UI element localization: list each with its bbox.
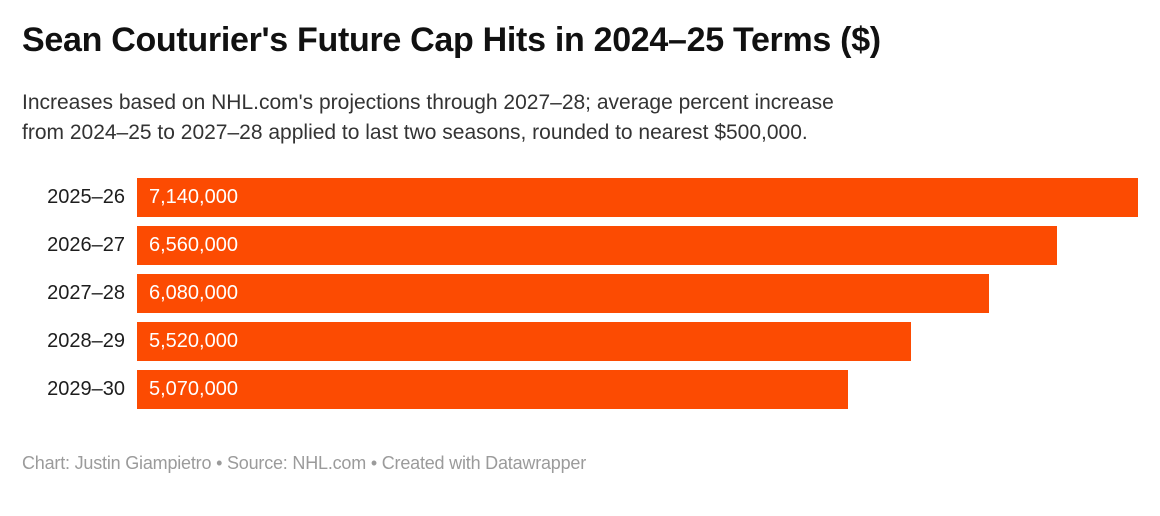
bar-value-label: 7,140,000 bbox=[149, 186, 238, 208]
chart-row: 2025–26 7,140,000 bbox=[22, 178, 1138, 217]
bar-value-label: 5,520,000 bbox=[149, 330, 238, 352]
bar-track: 6,560,000 bbox=[137, 226, 1138, 265]
bar-track: 5,070,000 bbox=[137, 370, 1138, 409]
chart-attribution: Chart: Justin Giampietro • Source: NHL.c… bbox=[22, 453, 587, 473]
bar: 5,070,000 bbox=[137, 370, 848, 409]
chart-row: 2029–30 5,070,000 bbox=[22, 370, 1138, 409]
subtitle-line-1: Increases based on NHL.com's projections… bbox=[22, 91, 834, 114]
category-label: 2025–26 bbox=[47, 186, 125, 208]
bar-track: 6,080,000 bbox=[137, 274, 1138, 313]
bar: 5,520,000 bbox=[137, 322, 911, 361]
bar-track: 5,520,000 bbox=[137, 322, 1138, 361]
category-label: 2028–29 bbox=[47, 330, 125, 352]
chart-row: 2028–29 5,520,000 bbox=[22, 322, 1138, 361]
category-label: 2029–30 bbox=[47, 378, 125, 400]
chart-title: Sean Couturier's Future Cap Hits in 2024… bbox=[22, 21, 881, 59]
category-label: 2027–28 bbox=[47, 282, 125, 304]
chart-subtitle: Increases based on NHL.com's projections… bbox=[22, 88, 1138, 148]
subtitle-line-2: from 2024–25 to 2027–28 applied to last … bbox=[22, 121, 808, 144]
category-label: 2026–27 bbox=[47, 234, 125, 256]
bar-value-label: 6,080,000 bbox=[149, 282, 238, 304]
bar: 6,560,000 bbox=[137, 226, 1057, 265]
bar-chart: 2025–26 7,140,000 2026–27 6,560,000 2027–28 6… bbox=[22, 178, 1138, 409]
chart-container: Sean Couturier's Future Cap Hits in 2024… bbox=[0, 20, 1160, 474]
chart-row: 2026–27 6,560,000 bbox=[22, 226, 1138, 265]
bar-track: 7,140,000 bbox=[137, 178, 1138, 217]
bar-value-label: 5,070,000 bbox=[149, 378, 238, 400]
chart-row: 2027–28 6,080,000 bbox=[22, 274, 1138, 313]
bar: 7,140,000 bbox=[137, 178, 1138, 217]
bar-value-label: 6,560,000 bbox=[149, 234, 238, 256]
bar: 6,080,000 bbox=[137, 274, 990, 313]
